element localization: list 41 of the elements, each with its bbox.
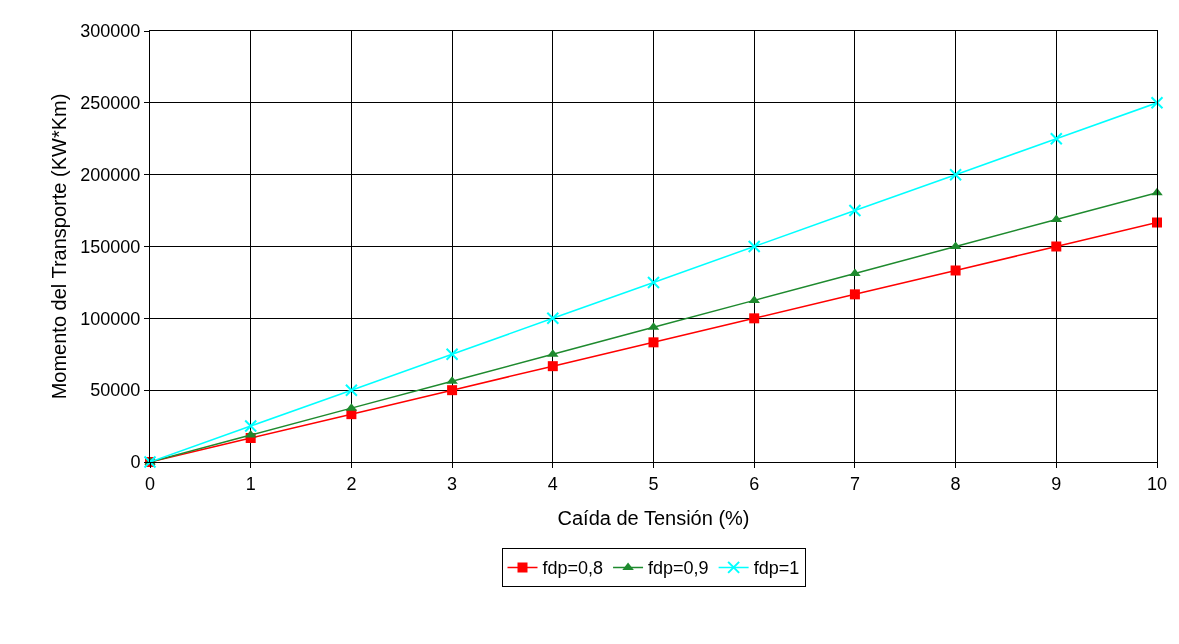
point xyxy=(950,265,961,276)
y-tick-label: 0 xyxy=(130,452,141,473)
legend-label: fdp=0,9 xyxy=(648,558,709,579)
y-tick-label: 200000 xyxy=(80,164,141,185)
point xyxy=(546,311,560,325)
legend-label: fdp=0,8 xyxy=(542,558,604,579)
point xyxy=(244,419,258,433)
point xyxy=(1152,217,1162,228)
point xyxy=(1051,241,1062,252)
x-tick-label: 3 xyxy=(447,473,458,494)
point xyxy=(1049,132,1063,146)
x-tick-label: 8 xyxy=(950,473,961,494)
x-tick-label: 6 xyxy=(749,473,760,494)
legend-label: fdp=1 xyxy=(753,558,800,579)
x-tick-label: 9 xyxy=(1051,473,1062,494)
point xyxy=(949,168,963,182)
x-tick-label: 5 xyxy=(648,473,659,494)
y-tick-label: 50000 xyxy=(90,380,141,401)
x-tick-label: 7 xyxy=(849,473,860,494)
point xyxy=(647,275,660,289)
point xyxy=(445,347,459,361)
point xyxy=(848,204,862,218)
point xyxy=(849,289,860,300)
point xyxy=(547,361,558,372)
x-tick-label: 1 xyxy=(245,473,256,494)
x-tick-label: 10 xyxy=(1146,473,1168,494)
point xyxy=(1150,96,1164,110)
y-tick-label: 150000 xyxy=(80,236,141,257)
y-axis-title: Momento del Transporte (KW*Km) xyxy=(47,93,70,400)
y-tick-label: 250000 xyxy=(80,93,141,114)
y-tick-label: 300000 xyxy=(80,21,141,42)
point xyxy=(447,385,458,396)
x-tick-label: 4 xyxy=(547,473,558,494)
point xyxy=(648,337,659,348)
point xyxy=(749,313,760,324)
point xyxy=(747,240,761,253)
x-tick-label: 2 xyxy=(346,473,357,494)
x-tick-label: 0 xyxy=(144,473,156,494)
x-axis-title: Caída de Tensión (%) xyxy=(557,507,750,530)
y-tick-label: 100000 xyxy=(80,308,141,329)
point xyxy=(344,383,358,397)
